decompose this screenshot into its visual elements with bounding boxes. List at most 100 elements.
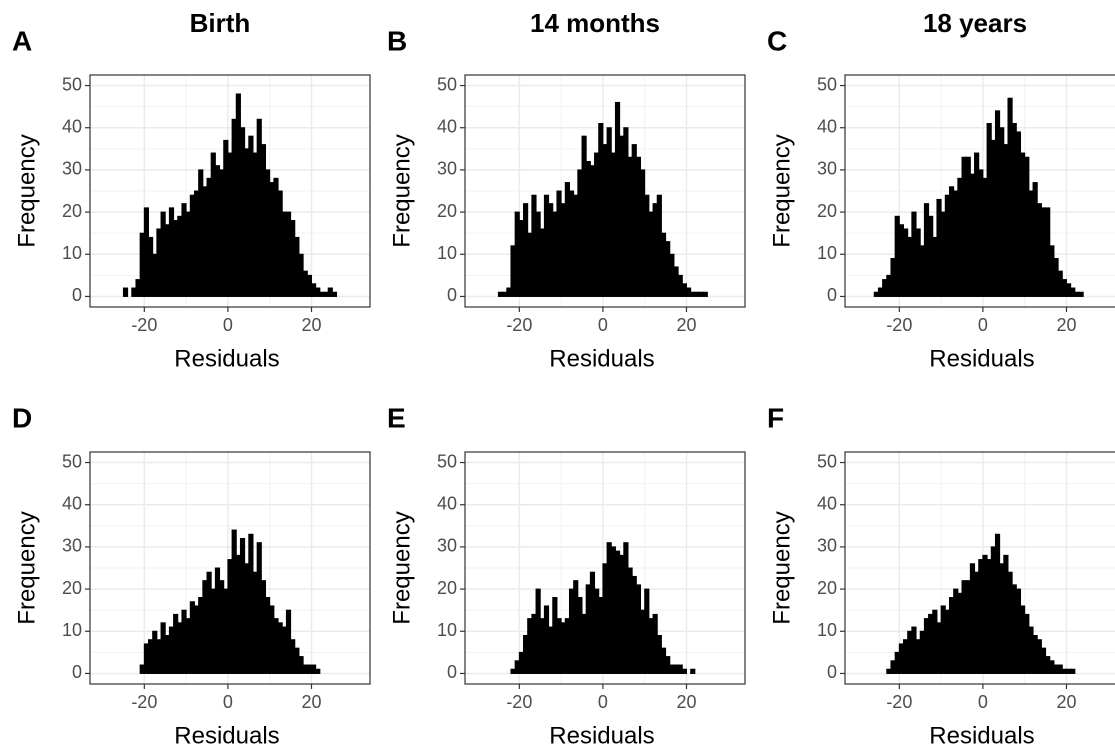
histogram-bar xyxy=(285,211,292,297)
histogram-bar xyxy=(656,194,662,297)
histogram-bar xyxy=(660,232,667,297)
histogram-bar xyxy=(635,156,642,297)
histogram-bar xyxy=(219,169,225,297)
histogram-bar xyxy=(969,563,976,674)
y-tick-label: 10 xyxy=(817,243,837,263)
x-axis-title: Residuals xyxy=(929,722,1034,749)
x-tick-label: 0 xyxy=(978,692,988,712)
y-axis-title: Frequency xyxy=(768,134,795,247)
y-axis-title: Frequency xyxy=(388,134,415,247)
histogram-bar xyxy=(1040,207,1047,297)
histogram-bar xyxy=(585,584,591,674)
histogram-bar xyxy=(523,634,529,674)
histogram-bar xyxy=(302,664,308,674)
histogram-bar xyxy=(1020,605,1026,674)
histogram-bar xyxy=(1024,156,1030,297)
histogram-bar xyxy=(281,626,287,674)
histogram-bar xyxy=(1057,664,1063,674)
histogram-bar xyxy=(552,211,558,297)
histogram-bar xyxy=(231,529,237,674)
histogram-bar xyxy=(131,287,137,297)
histogram-bar xyxy=(919,630,925,674)
histogram-bar xyxy=(235,554,241,674)
x-tick-label: 20 xyxy=(676,692,696,712)
histogram-bar xyxy=(1065,668,1072,674)
histogram-bar xyxy=(898,224,905,297)
histogram-bar xyxy=(568,588,575,674)
histogram-bar xyxy=(560,622,566,674)
histogram-bar xyxy=(543,194,550,297)
histogram-bar xyxy=(198,597,204,674)
histogram-bar xyxy=(573,580,579,674)
histogram-bar xyxy=(548,626,554,674)
y-tick-label: 30 xyxy=(817,159,837,179)
histogram-bar xyxy=(1003,554,1009,674)
histogram-bar xyxy=(1007,97,1013,297)
histogram-bar xyxy=(619,135,625,297)
x-tick-label: -20 xyxy=(886,315,912,335)
histogram-bar xyxy=(677,664,683,674)
histogram-bar xyxy=(285,609,292,674)
y-tick-label: 30 xyxy=(437,159,457,179)
plot-border xyxy=(464,74,746,308)
histogram-bar xyxy=(907,630,913,674)
y-tick-label: 50 xyxy=(437,74,457,94)
histogram-bar xyxy=(969,173,976,297)
histogram-bar xyxy=(627,156,633,297)
histogram-bar xyxy=(702,291,708,297)
histogram-bar xyxy=(198,169,204,297)
histogram-bar xyxy=(173,220,179,297)
histogram-bar xyxy=(986,559,992,674)
histogram-bar xyxy=(177,622,183,674)
histogram-bar xyxy=(990,139,996,297)
y-tick-label: 20 xyxy=(62,578,82,598)
panel-label: C xyxy=(767,25,787,56)
histogram-bar xyxy=(898,643,905,674)
histogram-bar xyxy=(331,291,338,297)
histogram-bar xyxy=(990,546,996,674)
y-tick-label: 10 xyxy=(817,620,837,640)
histogram-bar xyxy=(873,291,879,297)
histogram-bar xyxy=(223,588,229,674)
histogram-bar xyxy=(994,110,1001,297)
histogram-bar xyxy=(202,580,208,674)
histogram-bar xyxy=(497,291,504,297)
histogram-bar xyxy=(665,656,671,674)
y-tick-label: 40 xyxy=(437,116,457,136)
histogram-bar xyxy=(306,274,312,297)
histogram-bar xyxy=(535,211,541,297)
histogram-bar xyxy=(656,634,662,674)
histogram-bar xyxy=(531,613,537,674)
y-tick-label: 50 xyxy=(62,451,82,471)
histogram-bar xyxy=(244,148,250,297)
plot-border xyxy=(844,74,1115,308)
histogram-bar xyxy=(315,287,321,297)
histogram-bar xyxy=(214,567,221,674)
y-axis-title: Frequency xyxy=(13,511,40,624)
histogram-bar xyxy=(148,639,154,674)
panel: 0 10 20 30 40 50 -20 0 20 Residuals Frequency F xyxy=(767,402,1115,749)
histogram-bar xyxy=(260,580,267,674)
histogram-bar xyxy=(665,241,671,297)
histogram-bar xyxy=(510,245,516,297)
histogram-bar xyxy=(982,177,988,297)
histogram-bar xyxy=(953,190,959,297)
x-axis-title: Residuals xyxy=(549,345,654,372)
x-tick-label: 20 xyxy=(1056,692,1076,712)
histogram-bar xyxy=(594,588,600,674)
histogram-bar xyxy=(277,622,283,674)
histogram-bar xyxy=(589,165,596,297)
histogram-bar xyxy=(527,618,533,674)
histogram-bar xyxy=(923,203,930,297)
histogram-bar xyxy=(327,287,333,297)
histogram-bar xyxy=(948,186,955,297)
y-tick-label: 0 xyxy=(447,662,457,682)
histogram-bar xyxy=(1003,144,1009,297)
histogram-bar xyxy=(315,668,321,674)
panel-title: 18 years xyxy=(923,8,1027,38)
histogram-bar xyxy=(548,203,554,297)
y-tick-label: 40 xyxy=(62,493,82,513)
histogram-bar xyxy=(152,630,158,674)
y-tick-label: 50 xyxy=(817,74,837,94)
histogram-bar xyxy=(193,605,200,674)
